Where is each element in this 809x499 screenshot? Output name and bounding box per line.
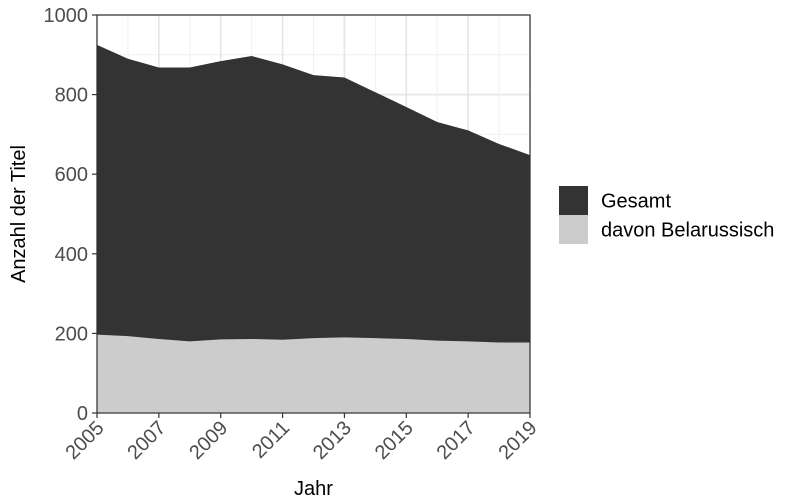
y-tick-label: 0 bbox=[77, 403, 88, 425]
y-tick-label: 800 bbox=[55, 85, 88, 107]
panel-border bbox=[96, 14, 531, 414]
x-tick-label: 2011 bbox=[248, 417, 294, 463]
y-tick-label: 400 bbox=[55, 244, 88, 266]
areas bbox=[97, 44, 530, 413]
x-axis: 2005 2007 2009 2011 2013 2015 2017 2019 bbox=[62, 413, 542, 464]
x-tick-label: 2005 bbox=[62, 417, 109, 464]
area-series-1 bbox=[97, 334, 530, 413]
area-series-0 bbox=[97, 44, 530, 413]
x-tick-label: 2013 bbox=[309, 417, 356, 464]
legend-swatch-0 bbox=[559, 186, 588, 215]
legend-label-0: Gesamt bbox=[601, 191, 671, 213]
legend: Gesamt davon Belarussisch bbox=[559, 186, 774, 244]
legend-swatch-1 bbox=[559, 215, 588, 244]
x-axis-title: Jahr bbox=[294, 478, 333, 499]
x-tick-label: 2015 bbox=[371, 417, 418, 464]
y-axis: 0 200 400 600 800 1000 bbox=[44, 5, 97, 425]
y-tick-label: 1000 bbox=[44, 5, 89, 27]
legend-label-1: davon Belarussisch bbox=[601, 220, 774, 242]
x-tick-label: 2009 bbox=[185, 417, 232, 464]
x-tick-label: 2007 bbox=[123, 417, 170, 464]
y-tick-label: 200 bbox=[55, 323, 88, 345]
x-tick-label: 2019 bbox=[495, 417, 542, 464]
x-tick-label: 2017 bbox=[433, 417, 480, 464]
y-axis-title: Anzahl der Titel bbox=[8, 145, 30, 283]
y-tick-label: 600 bbox=[55, 164, 88, 186]
